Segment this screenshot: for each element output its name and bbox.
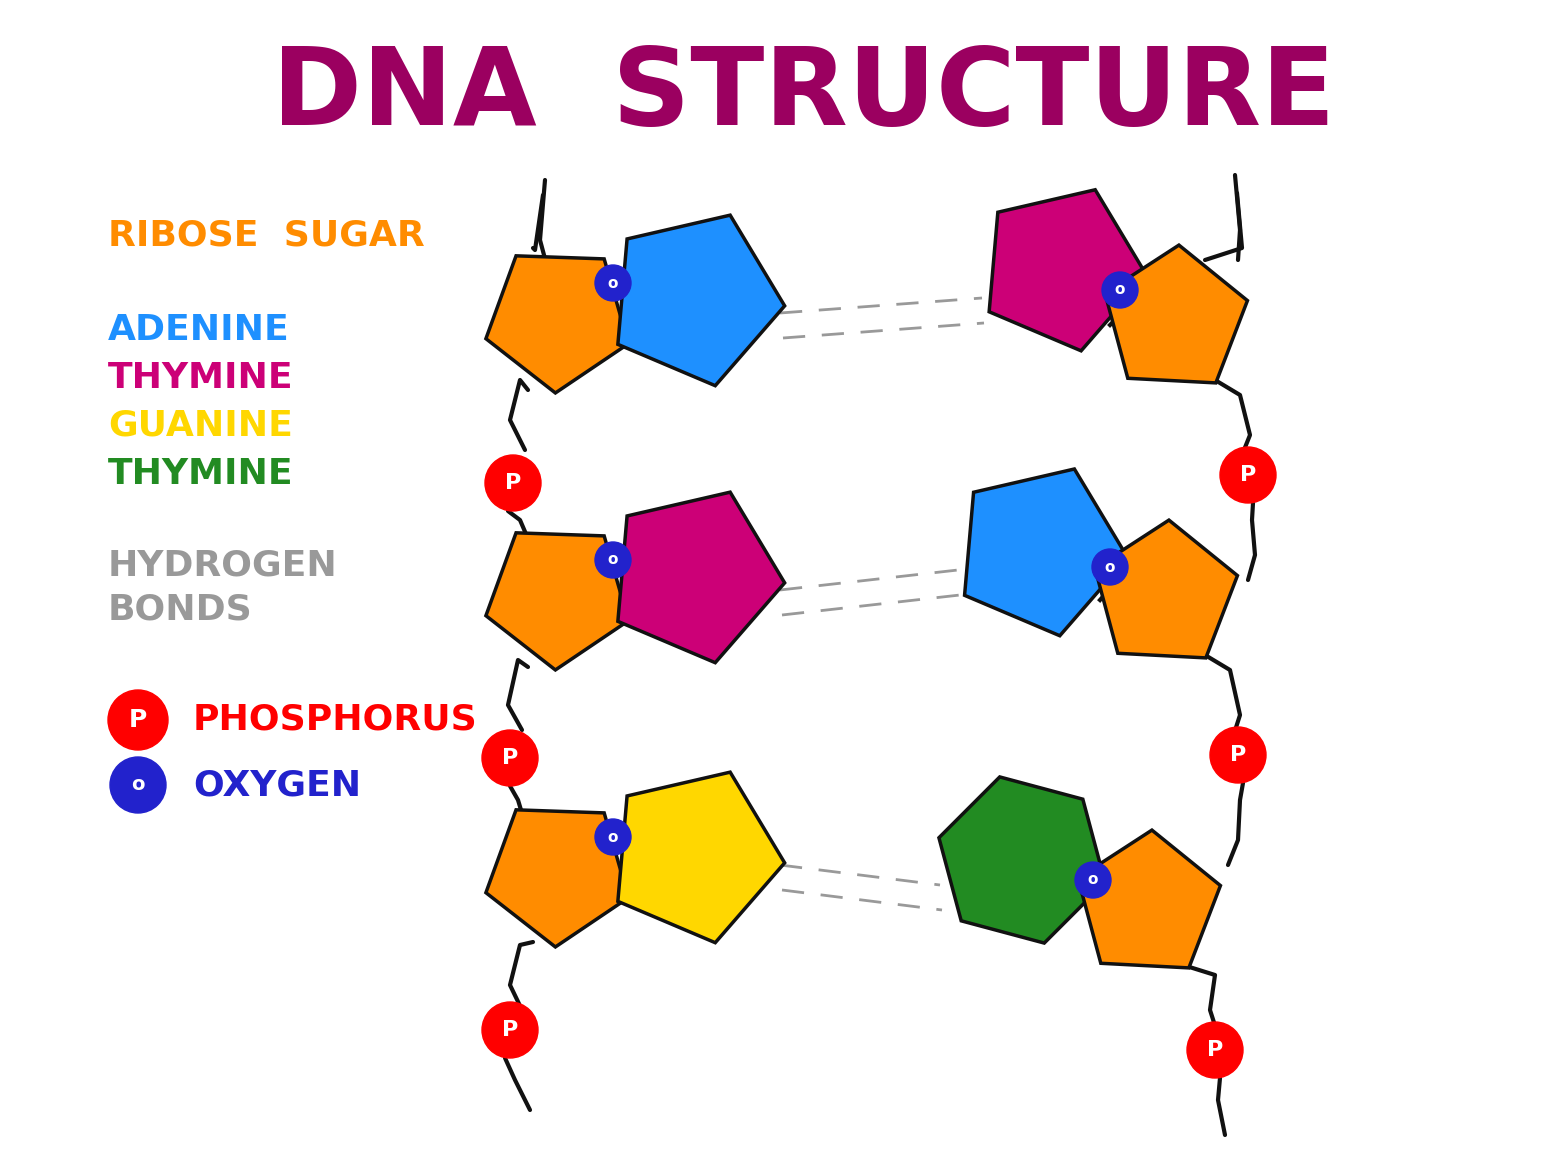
Circle shape: [1102, 272, 1138, 308]
Polygon shape: [965, 469, 1127, 636]
Text: P: P: [502, 1020, 518, 1040]
Polygon shape: [485, 533, 629, 670]
Circle shape: [482, 730, 538, 786]
Circle shape: [108, 690, 169, 750]
Text: o: o: [1088, 873, 1098, 888]
Circle shape: [1211, 727, 1266, 783]
Text: GUANINE: GUANINE: [108, 409, 292, 443]
Circle shape: [595, 819, 631, 855]
Text: P: P: [506, 473, 521, 493]
Text: DNA  STRUCTURE: DNA STRUCTURE: [272, 42, 1336, 148]
Circle shape: [1091, 549, 1129, 585]
Text: P: P: [1240, 465, 1255, 484]
Polygon shape: [1078, 830, 1220, 968]
Text: ADENINE: ADENINE: [108, 313, 289, 347]
Polygon shape: [618, 216, 785, 386]
Circle shape: [485, 455, 541, 511]
Polygon shape: [1095, 520, 1237, 658]
Text: o: o: [608, 276, 618, 291]
Circle shape: [595, 265, 631, 301]
Text: OXYGEN: OXYGEN: [193, 768, 362, 802]
Polygon shape: [485, 256, 629, 393]
Circle shape: [110, 757, 165, 812]
Text: o: o: [608, 830, 618, 845]
Text: o: o: [131, 775, 145, 795]
Polygon shape: [1105, 245, 1248, 382]
Text: RIBOSE  SUGAR: RIBOSE SUGAR: [108, 218, 425, 252]
Polygon shape: [485, 810, 629, 947]
Text: HYDROGEN: HYDROGEN: [108, 548, 337, 582]
Text: o: o: [1115, 283, 1125, 298]
Circle shape: [1220, 447, 1275, 503]
Text: P: P: [1231, 745, 1246, 765]
Text: o: o: [1105, 560, 1115, 575]
Polygon shape: [938, 777, 1105, 943]
Text: P: P: [1207, 1040, 1223, 1060]
Text: P: P: [128, 708, 147, 732]
Circle shape: [1074, 862, 1112, 898]
Polygon shape: [989, 190, 1147, 351]
Circle shape: [595, 542, 631, 578]
Text: THYMINE: THYMINE: [108, 360, 294, 395]
Text: o: o: [608, 553, 618, 568]
Text: THYMINE: THYMINE: [108, 457, 294, 491]
Circle shape: [1187, 1022, 1243, 1078]
Polygon shape: [618, 493, 785, 663]
Text: PHOSPHORUS: PHOSPHORUS: [193, 704, 478, 737]
Circle shape: [482, 1003, 538, 1058]
Text: BONDS: BONDS: [108, 593, 252, 627]
Text: P: P: [502, 748, 518, 768]
Polygon shape: [618, 772, 785, 942]
